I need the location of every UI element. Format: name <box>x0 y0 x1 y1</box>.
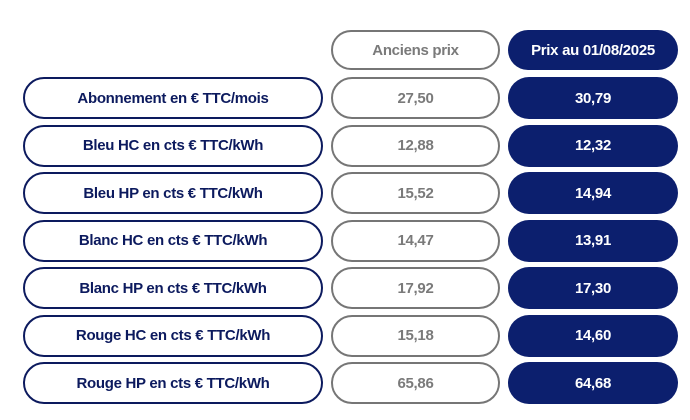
row-label: Rouge HP en cts € TTC/kWh <box>23 362 323 404</box>
new-price: 13,91 <box>508 219 678 262</box>
row-label: Abonnement en € TTC/mois <box>23 77 323 119</box>
row-label: Blanc HC en cts € TTC/kWh <box>23 219 323 262</box>
old-price: 15,52 <box>331 172 500 214</box>
header-new-prices: Prix au 01/08/2025 <box>508 30 678 70</box>
new-price: 30,79 <box>508 77 678 119</box>
new-price: 12,32 <box>508 124 678 167</box>
new-price: 14,94 <box>508 172 678 214</box>
row-label: Blanc HP en cts € TTC/kWh <box>23 267 323 309</box>
old-price: 65,86 <box>331 362 500 404</box>
new-price: 14,60 <box>508 314 678 357</box>
old-price: 14,47 <box>331 219 500 262</box>
old-price: 17,92 <box>331 267 500 309</box>
new-price: 64,68 <box>508 362 678 404</box>
old-price: 27,50 <box>331 77 500 119</box>
header-old-prices: Anciens prix <box>331 30 500 70</box>
new-price: 17,30 <box>508 267 678 309</box>
old-price: 12,88 <box>331 124 500 167</box>
old-price: 15,18 <box>331 314 500 357</box>
row-label: Rouge HC en cts € TTC/kWh <box>23 314 323 357</box>
row-label: Bleu HC en cts € TTC/kWh <box>23 124 323 167</box>
row-label: Bleu HP en cts € TTC/kWh <box>23 172 323 214</box>
